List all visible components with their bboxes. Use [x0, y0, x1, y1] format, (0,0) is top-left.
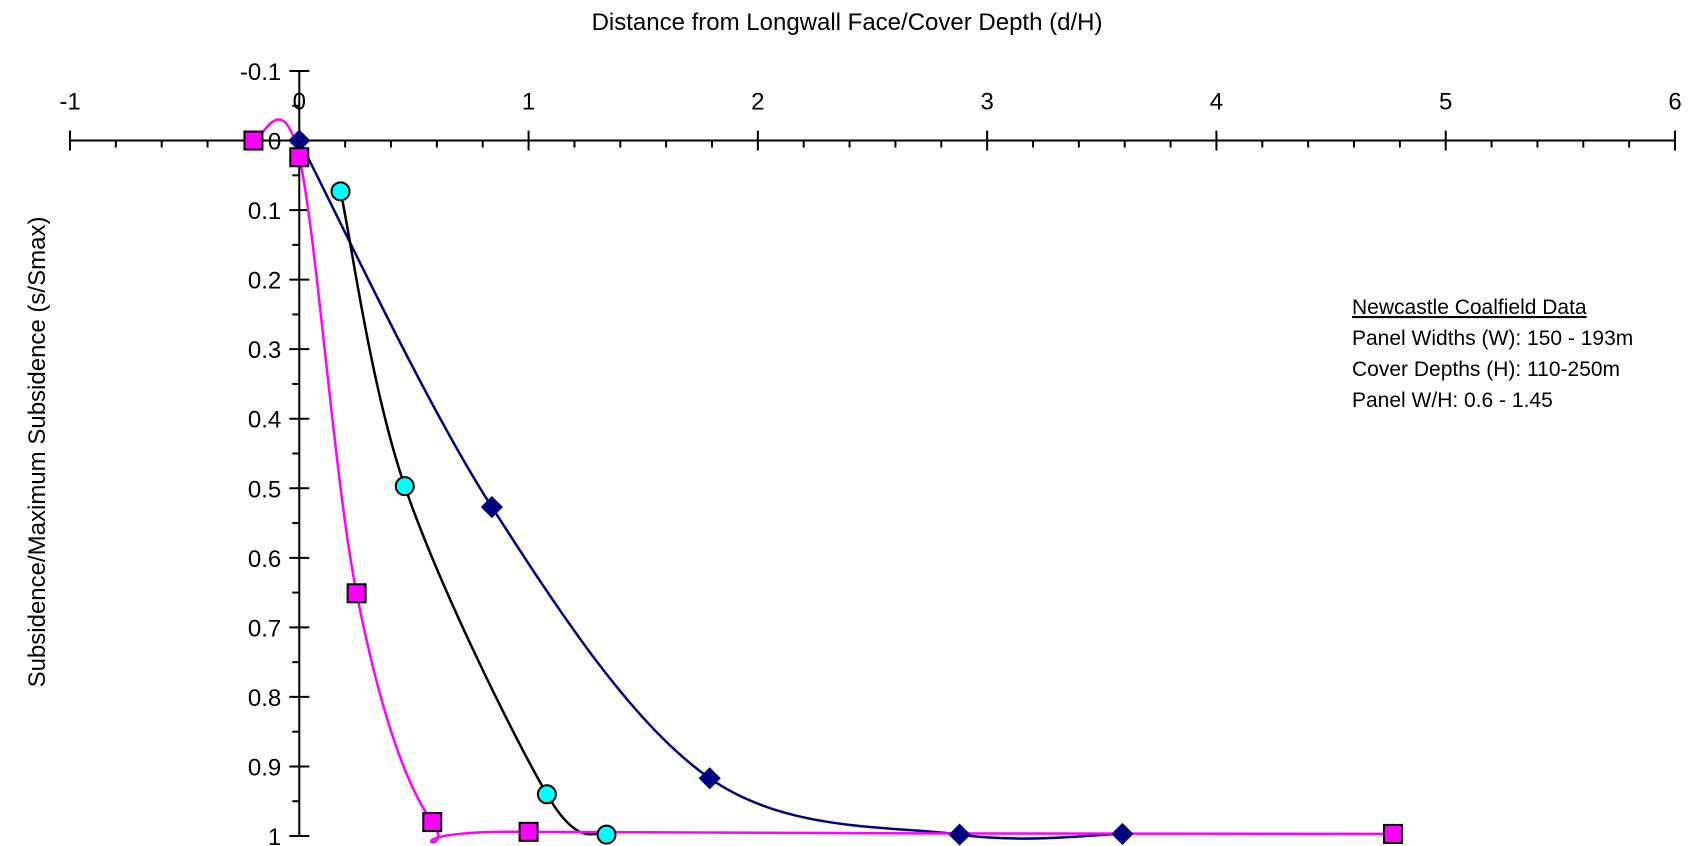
- x-tick-label: 3: [980, 89, 993, 116]
- data-point-diamond: [480, 495, 503, 519]
- series-markers: [243, 129, 1403, 846]
- y-tick-label: 1: [268, 824, 281, 846]
- x-tick-label: 2: [751, 89, 764, 116]
- y-tick-label: 0.5: [248, 476, 281, 503]
- data-point-circle: [596, 824, 617, 845]
- y-tick-label: -0.1: [240, 59, 281, 86]
- data-point-square: [243, 130, 264, 151]
- y-tick-label: 0.9: [248, 754, 281, 781]
- annotation: Newcastle Coalfield Data Panel Widths (W…: [1352, 296, 1633, 412]
- data-point-diamond: [698, 767, 721, 790]
- data-point-square: [422, 812, 443, 833]
- annotation-line-3: Panel W/H: 0.6 - 1.45: [1352, 389, 1553, 412]
- annotation-heading: Newcastle Coalfield Data: [1352, 296, 1587, 319]
- data-point-square: [289, 147, 310, 168]
- data-point-circle: [330, 181, 351, 202]
- annotation-line-2: Cover Depths (H): 110-250m: [1352, 358, 1620, 381]
- data-point-diamond: [1111, 822, 1134, 845]
- x-tick-label: 4: [1210, 89, 1223, 116]
- y-tick-label: 0.2: [248, 268, 281, 295]
- y-tick-label: 0.6: [248, 546, 281, 573]
- y-tick-label: 0.3: [248, 337, 281, 364]
- x-tick-label: 0: [293, 89, 306, 116]
- series-circle-line: [339, 191, 608, 836]
- y-tick-label: 0: [268, 129, 281, 156]
- data-point-diamond: [948, 823, 971, 846]
- y-tick-label: 0.4: [248, 407, 281, 434]
- data-point-circle: [536, 784, 557, 805]
- x-tick-label: 1: [522, 89, 535, 116]
- annotation-line-1: Panel Widths (W): 150 - 193m: [1352, 327, 1633, 350]
- data-point-square: [346, 583, 367, 604]
- series-diamond-line: [298, 139, 1123, 840]
- x-tick-label: -1: [59, 89, 80, 116]
- y-axis-title: Subsidence/Maximum Subsidence (s/Smax): [24, 217, 51, 688]
- series-square-line: [253, 118, 1393, 844]
- y-tick-label: 0.7: [248, 615, 281, 642]
- series-curves: [253, 118, 1393, 844]
- y-tick-label: 0.1: [248, 198, 281, 225]
- y-tick-label: 0.8: [248, 685, 281, 712]
- x-tick-label: 6: [1668, 89, 1681, 116]
- data-point-square: [1382, 823, 1403, 844]
- data-point-square: [518, 821, 539, 842]
- axes: -1 0 1 2 3 4 5 6 -0.1 0 0.1 0.2 0.3 0.4 0.5 0.6 0.7 0.8 0.…: [59, 59, 1681, 846]
- x-tick-label: 5: [1439, 89, 1452, 116]
- data-point-circle: [394, 476, 415, 497]
- x-axis-title: Distance from Longwall Face/Cover Depth …: [592, 9, 1103, 36]
